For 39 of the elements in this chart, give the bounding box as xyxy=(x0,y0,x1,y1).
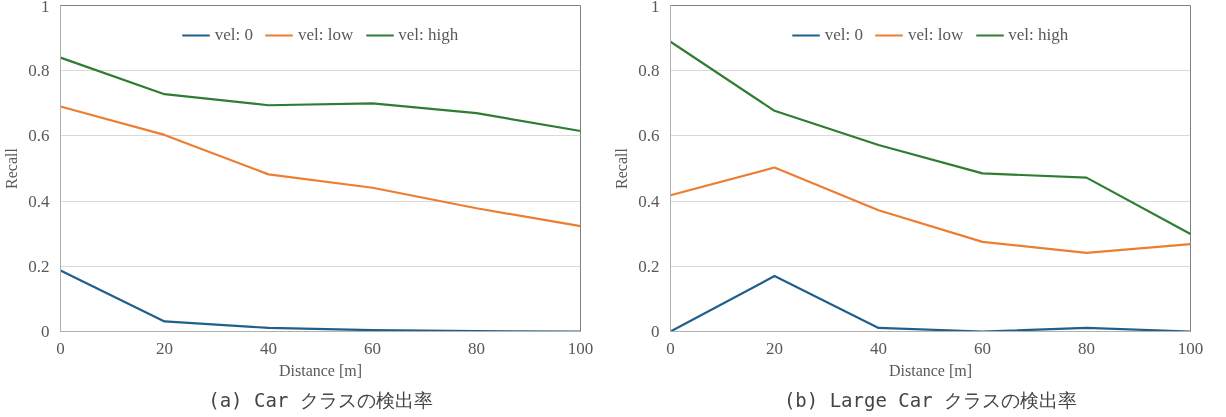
legend-label: vel: low xyxy=(298,25,354,45)
x-tick-label: 20 xyxy=(156,338,173,358)
line-series xyxy=(670,166,1191,255)
text: (a) Car クラスの検出率 xyxy=(208,388,433,411)
x-axis-title: Distance [m] xyxy=(278,361,363,379)
line-series xyxy=(60,56,581,133)
x-tick-label: 100 xyxy=(1177,338,1204,358)
y-tick-label: 0.8 xyxy=(28,61,50,81)
y-tick-label: 1 xyxy=(651,0,660,16)
legend-label: vel: high xyxy=(1008,25,1069,45)
x-tick-label: 40 xyxy=(870,338,887,358)
line-series xyxy=(60,105,581,228)
legend-label: vel: high xyxy=(398,25,459,45)
y-tick-label: 0.4 xyxy=(28,191,50,211)
y-tick-label: 0 xyxy=(41,322,50,341)
x-tick-label: 80 xyxy=(1078,338,1095,358)
y-axis-title: Recall xyxy=(613,147,631,189)
y-axis-title: Recall xyxy=(3,147,21,189)
y-tick-label: 0 xyxy=(651,322,660,341)
x-tick-label: 0 xyxy=(666,338,675,358)
x-tick-label: 100 xyxy=(567,338,594,358)
y-tick-label: 0.4 xyxy=(638,191,660,211)
x-tick-label: 20 xyxy=(766,338,783,358)
y-tick-label: 0.6 xyxy=(28,126,50,146)
y-tick-label: 0.8 xyxy=(638,61,660,81)
x-tick-label: 0 xyxy=(56,338,65,358)
x-tick-label: 80 xyxy=(468,338,485,358)
y-tick-label: 0.6 xyxy=(638,126,660,146)
y-tick-label: 0.2 xyxy=(638,256,660,276)
x-tick-label: 60 xyxy=(974,338,991,358)
text: (b) Large Car クラスの検出率 xyxy=(783,388,1078,411)
x-tick-label: 40 xyxy=(260,338,277,358)
legend-label: vel: low xyxy=(908,25,964,45)
x-tick-label: 60 xyxy=(364,338,381,358)
y-tick-label: 0.2 xyxy=(28,256,50,276)
legend-label: vel: 0 xyxy=(214,25,254,45)
legend-label: vel: 0 xyxy=(824,25,864,45)
x-axis-title: Distance [m] xyxy=(888,361,973,379)
y-tick-label: 1 xyxy=(41,0,50,16)
